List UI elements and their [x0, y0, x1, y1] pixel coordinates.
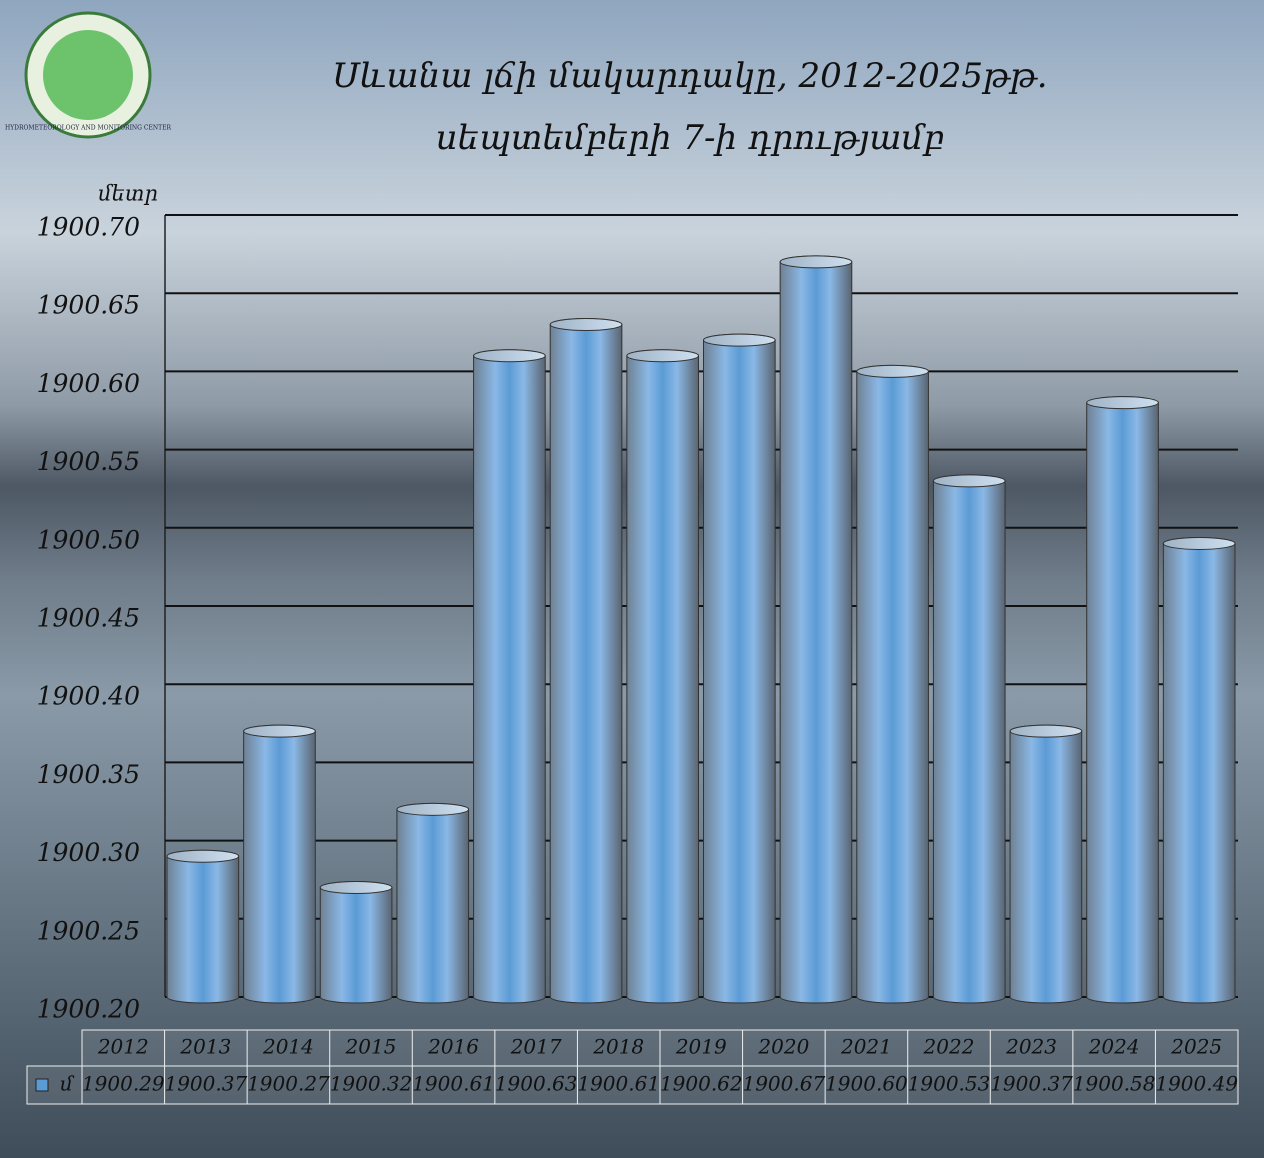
bar-top — [166, 849, 240, 863]
y-tick-label: 1900.50 — [37, 525, 140, 554]
bar — [626, 349, 699, 1004]
value-label: 1900.37 — [990, 1072, 1073, 1096]
bar — [549, 317, 623, 1004]
value-label: 1900.29 — [82, 1072, 165, 1096]
value-label: 1900.60 — [825, 1072, 908, 1096]
bar-top — [779, 255, 853, 269]
bar-top — [626, 349, 700, 363]
x-tick-label: 2025 — [1170, 1035, 1222, 1059]
bar-top — [1086, 396, 1159, 410]
x-tick-label: 2020 — [757, 1035, 809, 1059]
bar-top — [856, 364, 929, 378]
bar-top — [319, 881, 393, 895]
value-label: 1900.37 — [164, 1072, 247, 1096]
bar-top — [1162, 536, 1236, 550]
bar — [932, 474, 1006, 1004]
legend-label: մ — [60, 1072, 75, 1096]
bar — [319, 881, 393, 1004]
value-label: 1900.27 — [247, 1072, 330, 1096]
bar — [1086, 396, 1159, 1004]
logo-inner — [43, 30, 133, 120]
bar — [473, 349, 546, 1004]
chart-title: Սևանա լճի մակարդակը, 2012-2025թթ. — [332, 56, 1047, 96]
value-label: 1900.67 — [742, 1072, 825, 1096]
x-tick-label: 2024 — [1088, 1035, 1140, 1059]
table-bg — [26, 1065, 1239, 1105]
x-tick-label: 2021 — [840, 1035, 892, 1059]
bar-top — [243, 724, 316, 738]
bar-top — [396, 802, 470, 816]
legend-swatch — [35, 1078, 49, 1092]
x-tick-label: 2018 — [592, 1035, 644, 1059]
x-tick-label: 2019 — [675, 1035, 727, 1059]
value-label: 1900.49 — [1155, 1072, 1238, 1096]
bar-top — [1009, 724, 1083, 738]
x-tick-label: 2014 — [262, 1035, 314, 1059]
x-tick-label: 2017 — [510, 1035, 562, 1059]
logo-text: HYDROMETEOROLOGY AND MONITORING CENTER — [5, 125, 172, 132]
y-tick-label: 1900.60 — [37, 369, 140, 398]
value-label: 1900.63 — [495, 1072, 578, 1096]
y-tick-label: 1900.70 — [37, 213, 140, 242]
y-tick-label: 1900.40 — [37, 682, 140, 711]
bar-top — [473, 349, 546, 363]
value-label: 1900.58 — [1073, 1072, 1156, 1096]
x-tick-label: 2016 — [427, 1035, 479, 1059]
y-tick-label: 1900.20 — [37, 995, 140, 1024]
y-tick-label: 1900.30 — [37, 838, 140, 867]
y-tick-label: 1900.25 — [37, 916, 140, 945]
chart-subtitle: սեպտեմբերի 7-ի դրությամբ — [436, 118, 945, 158]
y-tick-label: 1900.65 — [37, 291, 140, 320]
bar-top — [703, 333, 776, 347]
bar — [856, 364, 929, 1004]
x-tick-label: 2015 — [345, 1035, 397, 1059]
bar-top — [932, 474, 1006, 488]
value-label: 1900.61 — [577, 1072, 660, 1096]
y-axis-label: մետր — [98, 182, 158, 206]
value-label: 1900.32 — [330, 1072, 413, 1096]
y-tick-label: 1900.35 — [37, 760, 140, 789]
bar — [703, 333, 776, 1004]
y-tick-label: 1900.55 — [37, 447, 140, 476]
logo: HYDROMETEOROLOGY AND MONITORING CENTER — [5, 11, 172, 139]
bar — [166, 849, 240, 1004]
bar — [779, 255, 853, 1004]
bar — [396, 802, 470, 1004]
bar — [243, 724, 316, 1004]
value-label: 1900.62 — [660, 1072, 743, 1096]
value-label: 1900.53 — [908, 1072, 991, 1096]
bar — [1162, 537, 1236, 1004]
bar-top — [549, 317, 623, 331]
value-label: 1900.61 — [412, 1072, 495, 1096]
bar — [1009, 724, 1083, 1004]
y-tick-label: 1900.45 — [37, 604, 140, 633]
x-tick-label: 2023 — [1005, 1035, 1057, 1059]
x-tick-label: 2022 — [923, 1035, 975, 1059]
x-tick-label: 2012 — [97, 1035, 149, 1059]
x-tick-label: 2013 — [179, 1035, 231, 1059]
